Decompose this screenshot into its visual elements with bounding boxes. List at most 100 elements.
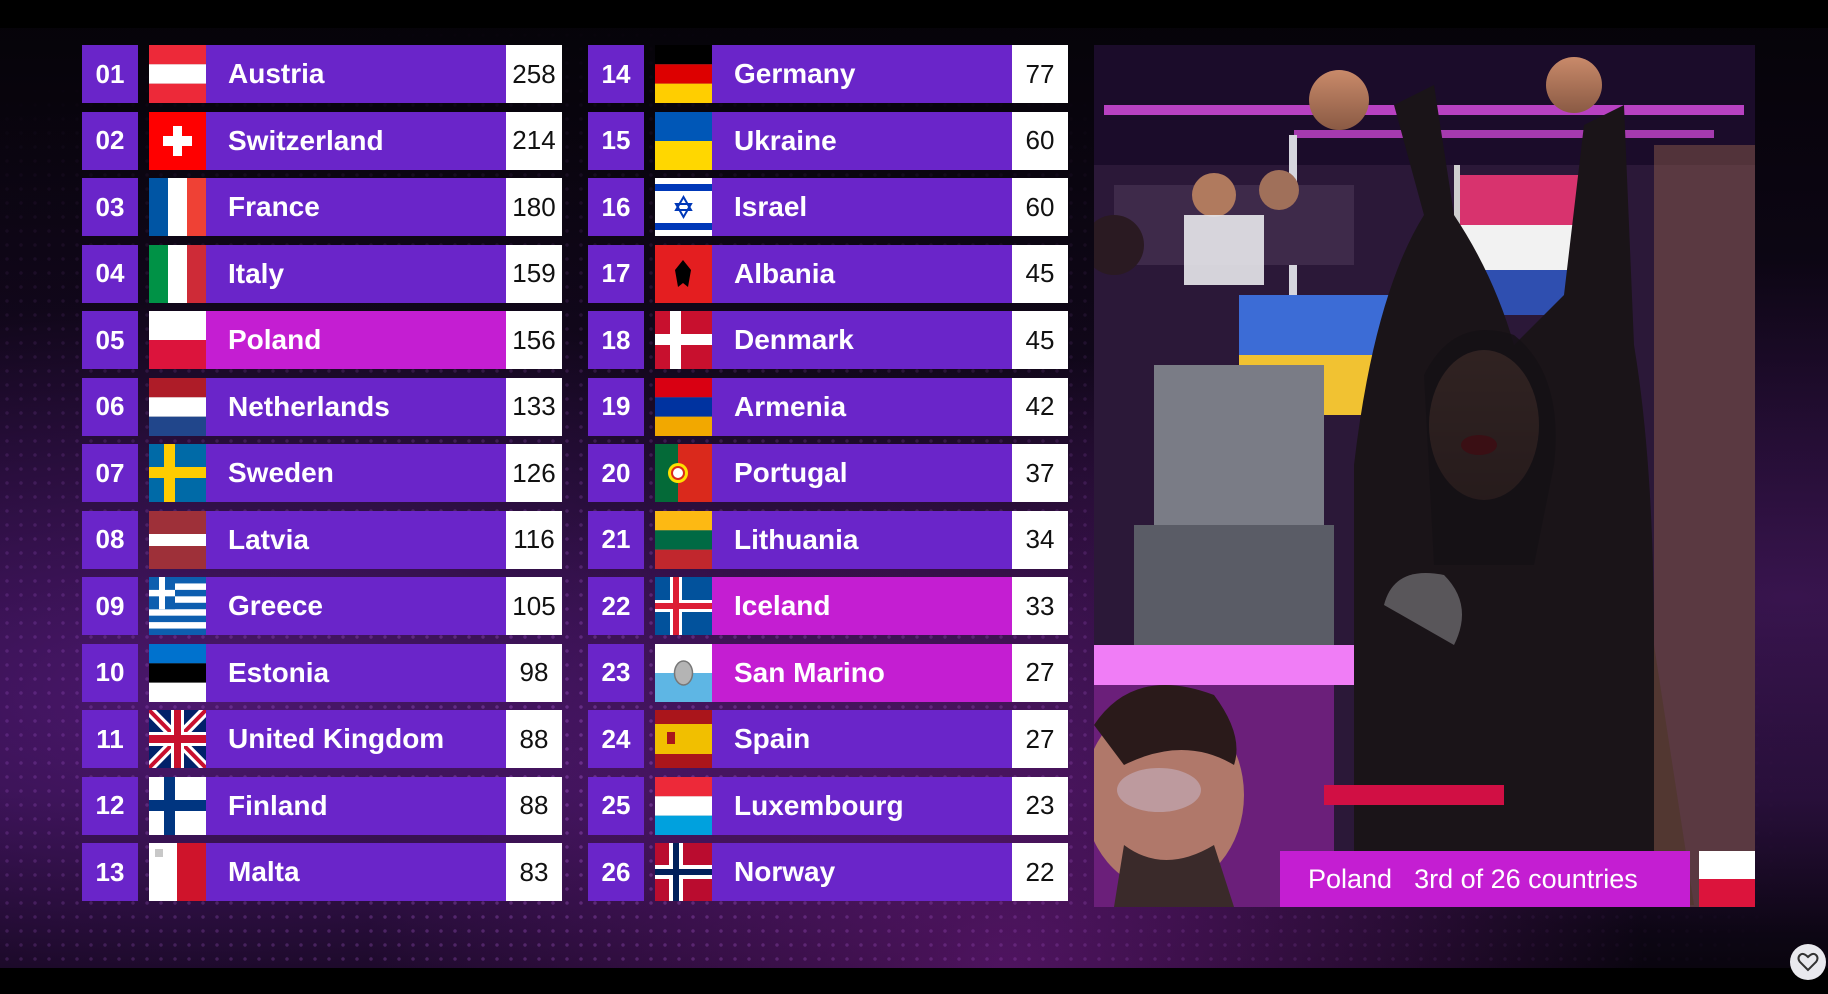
scoreboard-row-uk: 11 United Kingdom 88 [82,710,562,768]
country-name: Luxembourg [734,789,904,821]
rank-number: 12 [82,776,138,835]
portugal-flag-icon [655,444,712,502]
country-name: Israel [734,191,808,222]
rank-number: 02 [82,111,138,170]
france-flag-icon [149,178,206,236]
top-letterbox [0,0,1828,28]
rank-number: 10 [82,643,138,702]
points-value: 98 [506,643,562,702]
country-name: Italy [228,257,285,289]
heart-icon [1797,952,1819,972]
rank-number: 18 [588,311,644,369]
points-value: 27 [1012,643,1068,702]
rank-number: 05 [82,311,138,369]
scoreboard-row-greece: 09 Greece 105 [82,577,562,635]
favorite-button[interactable] [1790,944,1826,980]
points-value: 159 [506,244,562,303]
country-name: Albania [734,257,836,289]
rank-number: 06 [82,377,138,436]
caption-poland-flag-icon [1699,851,1755,907]
latvia-flag-icon [149,510,206,569]
country-name: Finland [228,789,328,821]
points-value: 180 [506,178,562,236]
country-name-cell: Spain [712,710,1018,768]
country-name-cell: Norway [712,843,1018,901]
scoreboard-row-italy: 04 Italy 159 [82,244,562,303]
luxembourg-flag-icon [655,776,712,835]
scoreboard-row-austria: 01 Austria 258 [82,45,562,103]
greece-flag-icon [149,577,206,635]
country-name-cell: United Kingdom [206,710,512,768]
scoreboard-row-denmark: 18 Denmark 45 [588,311,1068,369]
rank-number: 22 [588,577,644,635]
country-name-cell: Israel [712,178,1018,236]
points-value: 27 [1012,710,1068,768]
rank-number: 17 [588,244,644,303]
country-name: Sweden [228,457,334,488]
points-value: 23 [1012,776,1068,835]
country-name-cell: Portugal [712,444,1018,502]
country-name: Portugal [734,457,848,488]
rank-number: 11 [82,710,138,768]
scoreboard-row-armenia: 19 Armenia 42 [588,377,1068,436]
scoreboard-row-latvia: 08 Latvia 116 [82,510,562,569]
points-value: 42 [1012,377,1068,436]
finland-flag-icon [149,776,206,835]
rank-number: 16 [588,178,644,236]
scoreboard-row-netherlands: 06 Netherlands 133 [82,377,562,436]
points-value: 83 [506,843,562,901]
poland-flag-icon [149,311,206,369]
country-name: Netherlands [228,390,390,422]
switzerland-flag-icon [149,111,206,170]
country-name-cell: Armenia [712,377,1018,436]
scoreboard-row-sanmarino: 23 San Marino 27 [588,643,1068,702]
points-value: 126 [506,444,562,502]
scoreboard-row-finland: 12 Finland 88 [82,776,562,835]
scoreboard-row-norway: 26 Norway 22 [588,843,1068,901]
country-name-cell: Iceland [712,577,1018,635]
country-name-cell: Poland [206,311,512,369]
country-name: Malta [228,856,300,887]
rank-number: 25 [588,776,644,835]
country-name: Estonia [228,656,330,688]
country-name: United Kingdom [228,723,445,754]
scoreboard-row-spain: 24 Spain 27 [588,710,1068,768]
scoreboard-row-sweden: 07 Sweden 126 [82,444,562,502]
bottom-letterbox [0,968,1828,994]
points-value: 33 [1012,577,1068,635]
armenia-flag-icon [655,377,712,436]
points-value: 105 [506,577,562,635]
scoreboard-row-luxembourg: 25 Luxembourg 23 [588,776,1068,835]
ukraine-flag-icon [655,111,712,170]
italy-flag-icon [149,244,206,303]
rank-number: 04 [82,244,138,303]
country-name-cell: France [206,178,512,236]
video-scene-illustration [1094,45,1755,907]
rank-number: 15 [588,111,644,170]
estonia-flag-icon [149,643,206,702]
spain-flag-icon [655,710,712,768]
country-name: Denmark [734,324,854,355]
country-name-cell: Latvia [206,510,512,569]
country-position-caption: Poland 3rd of 26 countries [1280,851,1690,907]
scoreboard-row-poland: 05 Poland 156 [82,311,562,369]
rank-number: 13 [82,843,138,901]
sweden-flag-icon [149,444,206,502]
country-name: Germany [734,58,856,89]
country-name-cell: Sweden [206,444,512,502]
country-name-cell: Netherlands [206,377,512,436]
germany-flag-icon [655,45,712,103]
points-value: 88 [506,776,562,835]
rank-number: 08 [82,510,138,569]
country-name: Ukraine [734,124,837,156]
live-video-feed [1094,45,1755,907]
points-value: 156 [506,311,562,369]
points-value: 22 [1012,843,1068,901]
country-name-cell: Finland [206,776,512,835]
points-value: 214 [506,111,562,170]
austria-flag-icon [149,45,206,103]
points-value: 60 [1012,111,1068,170]
denmark-flag-icon [655,311,712,369]
country-name: Poland [228,324,322,355]
country-name: San Marino [734,656,885,688]
